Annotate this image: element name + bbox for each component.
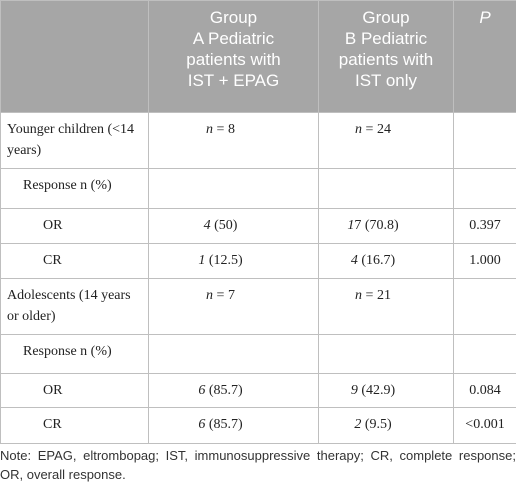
- cell: 2 (9.5): [318, 407, 454, 444]
- cell: n = 21: [318, 278, 454, 335]
- row-label: OR: [0, 373, 149, 408]
- cell: [318, 168, 454, 209]
- cell: [318, 334, 454, 374]
- table-row: CR 6 (85.7) 2 (9.5) <0.001: [0, 407, 516, 444]
- cell: 1.000: [453, 243, 516, 279]
- cell: [453, 112, 516, 169]
- cell: 1 (12.5): [148, 243, 319, 279]
- table-row: OR 6 (85.7) 9 (42.9) 0.084: [0, 373, 516, 408]
- header-cell: P: [453, 0, 516, 113]
- row-label: Response n (%): [0, 334, 149, 374]
- cell: [148, 334, 319, 374]
- cell: n = 24: [318, 112, 454, 169]
- row-label: CR: [0, 243, 149, 279]
- cell: 0.084: [453, 373, 516, 408]
- header-cell: [0, 0, 149, 113]
- row-label: CR: [0, 407, 149, 444]
- cell: [453, 168, 516, 209]
- cell: [148, 168, 319, 209]
- cell: n = 8: [148, 112, 319, 169]
- data-table: Group A Pediatric patients with IST + EP…: [0, 0, 516, 444]
- cell: n = 7: [148, 278, 319, 335]
- table-row: OR 4 (50) 17 (70.8) 0.397: [0, 208, 516, 244]
- header-cell: Group A Pediatric patients with IST + EP…: [148, 0, 319, 113]
- row-label: OR: [0, 208, 149, 244]
- header-row: Group A Pediatric patients with IST + EP…: [0, 0, 516, 113]
- table-row: Response n (%): [0, 168, 516, 209]
- cell: [453, 278, 516, 335]
- cell: 6 (85.7): [148, 373, 319, 408]
- cell: 4 (50): [148, 208, 319, 244]
- table-row: CR 1 (12.5) 4 (16.7) 1.000: [0, 243, 516, 279]
- cell: 0.397: [453, 208, 516, 244]
- row-label: Response n (%): [0, 168, 149, 209]
- cell: <0.001: [453, 407, 516, 444]
- row-label: Younger children (<14 years): [0, 112, 149, 169]
- cell: 9 (42.9): [318, 373, 454, 408]
- row-label: Adolescents (14 years or older): [0, 278, 149, 335]
- cell: 17 (70.8): [318, 208, 454, 244]
- cell: 6 (85.7): [148, 407, 319, 444]
- header-cell: Group B Pediatric patients with IST only: [318, 0, 454, 113]
- cell: 4 (16.7): [318, 243, 454, 279]
- cell: [453, 334, 516, 374]
- table-note: Note: EPAG, eltrombopag; IST, immunosupp…: [0, 448, 516, 482]
- table-row: Response n (%): [0, 334, 516, 374]
